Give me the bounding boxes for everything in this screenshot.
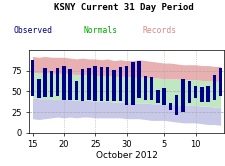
Bar — [43, 68, 47, 97]
Bar — [31, 60, 34, 96]
Bar — [180, 79, 184, 112]
Bar — [205, 86, 209, 102]
Text: Normals: Normals — [83, 26, 117, 35]
Bar — [99, 67, 103, 101]
X-axis label: October 2012: October 2012 — [95, 151, 157, 160]
Bar — [56, 68, 59, 96]
Bar — [118, 67, 122, 101]
Bar — [187, 81, 190, 103]
Bar — [87, 68, 90, 100]
Bar — [112, 70, 115, 101]
Bar — [37, 79, 40, 98]
Bar — [155, 90, 159, 103]
Bar — [74, 81, 78, 100]
Bar — [62, 66, 65, 100]
Bar — [143, 76, 146, 100]
Bar — [174, 95, 178, 115]
Bar — [81, 69, 84, 101]
Bar — [149, 77, 153, 100]
Bar — [168, 103, 171, 110]
Bar — [199, 87, 203, 102]
Text: Observed: Observed — [14, 26, 52, 35]
Bar — [212, 75, 215, 100]
Text: KSNY Current 31 Day Period: KSNY Current 31 Day Period — [54, 3, 193, 12]
Bar — [130, 62, 134, 105]
Bar — [218, 68, 221, 96]
Bar — [124, 66, 128, 105]
Bar — [162, 88, 165, 105]
Bar — [68, 69, 72, 100]
Bar — [137, 61, 140, 98]
Text: Records: Records — [142, 26, 176, 35]
Bar — [106, 67, 109, 101]
Bar — [49, 71, 53, 97]
Bar — [193, 86, 196, 98]
Bar — [93, 66, 97, 101]
